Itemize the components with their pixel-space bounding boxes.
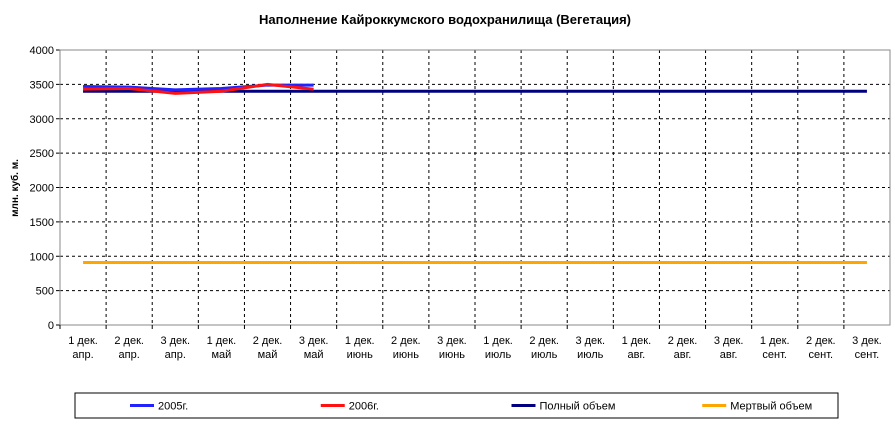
x-tick-label: 2 дек. апр. (114, 335, 144, 361)
series-line (83, 82, 314, 95)
y-tick-label: 3000 (30, 114, 54, 126)
x-tick-label-line: апр. (72, 349, 93, 361)
x-tick-label-line: сент. (809, 349, 834, 361)
x-tick-label-line: 1 дек. (345, 335, 375, 347)
legend-label: Мертвый объем (730, 401, 812, 413)
x-tick-label-line: май (211, 349, 231, 361)
x-tick-label-line: 3 дек. (160, 335, 190, 347)
x-tick-label: 2 дек. май (253, 335, 283, 361)
x-tick-label: 3 дек. июль (575, 335, 605, 361)
x-tick-label-line: 2 дек. (114, 335, 144, 347)
x-tick-label-line: май (304, 349, 324, 361)
y-tick-label: 4000 (30, 45, 54, 57)
y-tick-label: 0 (48, 320, 54, 332)
x-tick-label-line: 2 дек. (668, 335, 698, 347)
y-tick-label: 1000 (30, 251, 54, 263)
x-tick-label-line: 3 дек. (437, 335, 467, 347)
x-tick-label-line: июнь (393, 349, 419, 361)
x-tick-label: 1 дек. авг. (622, 335, 652, 361)
x-tick-label-line: 2 дек. (391, 335, 421, 347)
x-tick-label: 1 дек. июль (483, 335, 513, 361)
x-tick-label-line: авг. (628, 349, 646, 361)
x-tick-label-line: июнь (347, 349, 373, 361)
x-tick-label-line: 1 дек. (483, 335, 513, 347)
x-tick-label-line: 1 дек. (622, 335, 652, 347)
x-tick-label-line: 2 дек. (253, 335, 283, 347)
y-tick-label: 2000 (30, 183, 54, 195)
x-tick-label-line: 3 дек. (852, 335, 882, 347)
y-axis-label: млн. куб. м. (9, 159, 21, 217)
x-tick-label-line: 2 дек. (529, 335, 559, 347)
x-tick-label: 2 дек. июль (529, 335, 559, 361)
legend-label: 2005г. (158, 401, 188, 413)
x-tick-label-line: 1 дек. (68, 335, 98, 347)
x-tick-label-line: апр. (165, 349, 186, 361)
x-tick-label-line: июнь (439, 349, 465, 361)
y-tick-label: 2500 (30, 148, 54, 160)
x-tick-label: 1 дек. апр. (68, 335, 98, 361)
x-tick-label-line: сент. (855, 349, 880, 361)
x-tick-label: 3 дек. июнь (437, 335, 467, 361)
x-tick-label: 2 дек. сент. (806, 335, 836, 361)
x-tick-label-line: 3 дек. (575, 335, 605, 347)
x-tick-label-line: июль (577, 349, 604, 361)
y-tick-label: 1500 (30, 217, 54, 229)
x-tick-label: 2 дек. июнь (391, 335, 421, 361)
x-tick-label-line: июль (485, 349, 512, 361)
x-tick-label-line: апр. (119, 349, 140, 361)
x-tick-label: 1 дек. июнь (345, 335, 375, 361)
legend-label: Полный объем (540, 401, 616, 413)
x-tick-label: 1 дек. май (207, 335, 237, 361)
chart-title: Наполнение Кайроккумского водохранилища … (259, 12, 631, 27)
y-tick-label: 3500 (30, 79, 54, 91)
x-tick-label: 1 дек. сент. (760, 335, 790, 361)
y-tick-label: 500 (36, 286, 54, 298)
x-tick-label: 3 дек. сент. (852, 335, 882, 361)
x-tick-label: 2 дек. авг. (668, 335, 698, 361)
x-tick-label: 3 дек. апр. (160, 335, 190, 361)
x-tick-label: 3 дек. авг. (714, 335, 744, 361)
legend-label: 2006г. (349, 401, 379, 413)
x-tick-label: 3 дек. май (299, 335, 329, 361)
x-tick-label-line: сент. (762, 349, 787, 361)
x-tick-label-line: авг. (720, 349, 738, 361)
x-tick-label-line: 1 дек. (760, 335, 790, 347)
x-tick-label-line: авг. (674, 349, 692, 361)
x-tick-label-line: май (258, 349, 278, 361)
x-tick-label-line: июль (531, 349, 558, 361)
x-tick-label-line: 3 дек. (299, 335, 329, 347)
x-tick-label-line: 2 дек. (806, 335, 836, 347)
x-tick-label-line: 1 дек. (207, 335, 237, 347)
x-tick-label-line: 3 дек. (714, 335, 744, 347)
